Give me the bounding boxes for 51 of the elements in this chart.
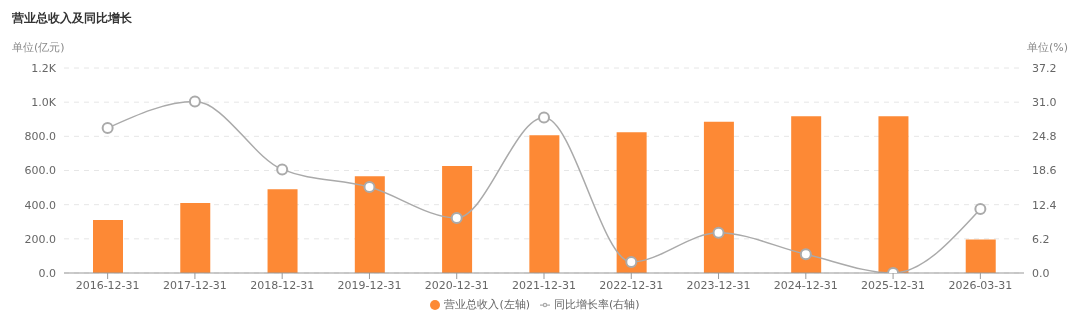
point [188,95,201,108]
bar [267,189,298,273]
legend-label: 同比增长率(右轴) [554,298,640,311]
bar [878,116,909,273]
bar [791,116,822,273]
point [363,181,376,194]
y2-tick-label: 37.2 [1032,61,1057,75]
point [450,211,463,224]
bar [616,132,647,273]
point [799,248,812,261]
y-tick-label: 800.0 [24,130,56,144]
point [712,226,725,239]
bar [354,176,385,273]
y2-tick-label: 18.6 [1032,164,1057,178]
point [625,255,638,268]
bar [442,165,473,273]
x-tick-label: 2020-12-31 [424,278,489,292]
x-tick-label: 2022-12-31 [599,278,664,292]
point [101,122,114,135]
y2-tick-label: 6.2 [1032,232,1050,246]
point [276,163,289,176]
x-tick-label: 2016-12-31 [75,278,140,292]
point [974,203,987,216]
x-tick-label: 2018-12-31 [250,278,315,292]
y2-tick-label: 31.0 [1032,96,1057,110]
x-tick-label: 2026-03-31 [948,278,1013,292]
chart-title: 营业总收入及同比增长 [12,10,132,27]
y-tick-label: 1.0K [31,96,57,110]
bar [703,121,734,273]
x-tick-label: 2021-12-31 [512,278,576,292]
y-tick-label: 0.0 [38,266,56,280]
bar [965,239,996,273]
y-axis-title: 单位(亿元) [12,40,65,55]
point [538,111,550,124]
y2-axis-title: 单位(%) [1026,40,1068,55]
bar [529,135,560,273]
y2-tick-label: 24.8 [1032,130,1057,144]
y-tick-label: 400.0 [24,198,56,212]
legend-label: 营业总收入(左轴) [444,298,530,311]
x-tick-label: 2017-12-31 [162,278,227,292]
x-tick-label: 2023-12-31 [686,278,751,292]
bar [93,220,123,273]
x-tick-label: 2019-12-31 [337,278,402,292]
y-tick-label: 600.0 [24,164,56,178]
x-tick-label: 2024-12-31 [773,278,838,292]
y2-tick-label: 0.0 [1032,266,1050,280]
y-tick-label: 1.2K [31,61,57,75]
y2-tick-label: 12.4 [1032,198,1057,212]
x-tick-label: 2025-12-31 [861,278,926,292]
y-tick-label: 200.0 [24,232,56,246]
bar [180,202,211,273]
